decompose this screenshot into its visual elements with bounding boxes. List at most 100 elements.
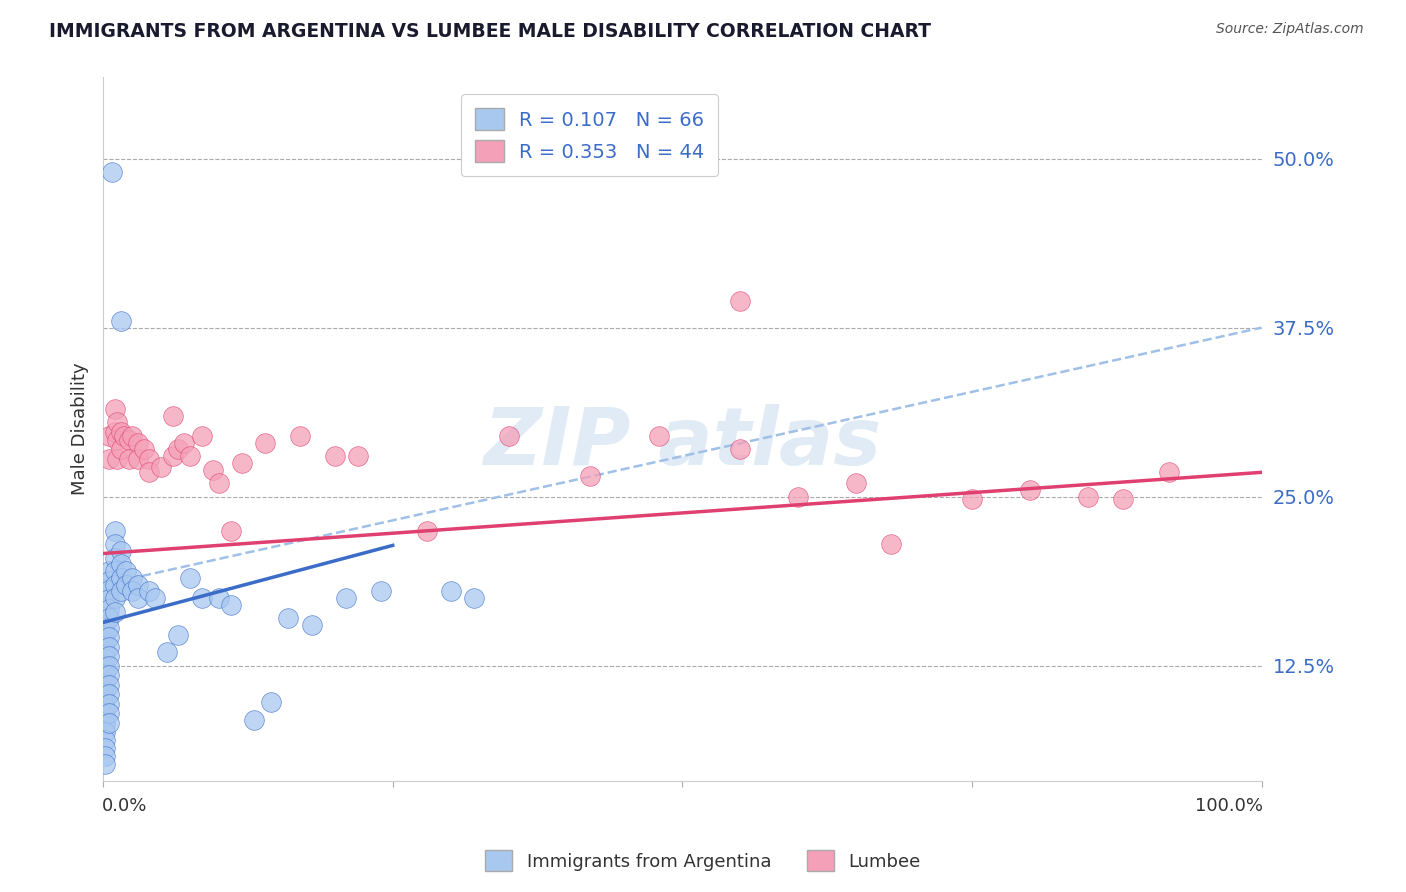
Point: [323, 449, 346, 463]
Point: [97, 715, 120, 730]
Point: [138, 466, 160, 480]
Point: [94, 644, 117, 658]
Point: [97, 429, 120, 443]
Point: [104, 524, 127, 538]
Point: [97, 582, 120, 597]
Point: [127, 577, 149, 591]
Point: [97, 592, 120, 607]
Point: [97, 621, 120, 635]
Point: [121, 429, 143, 443]
Point: [138, 451, 160, 466]
Point: [254, 435, 277, 450]
Point: [104, 577, 127, 591]
Point: [370, 584, 392, 599]
Point: [110, 442, 132, 457]
Point: [101, 165, 124, 179]
Text: Source: ZipAtlas.com: Source: ZipAtlas.com: [1216, 22, 1364, 37]
Point: [104, 605, 127, 619]
Point: [648, 429, 671, 443]
Point: [960, 492, 983, 507]
Point: [202, 463, 225, 477]
Point: [463, 591, 485, 606]
Point: [143, 591, 166, 606]
Point: [110, 558, 132, 572]
Point: [94, 749, 117, 764]
Point: [138, 584, 160, 599]
Point: [97, 631, 120, 645]
Point: [104, 401, 127, 416]
Text: 100.0%: 100.0%: [1195, 797, 1263, 815]
Point: [97, 574, 120, 588]
Point: [115, 577, 138, 591]
Point: [179, 571, 201, 585]
Point: [104, 537, 127, 551]
Point: [110, 543, 132, 558]
Point: [132, 442, 155, 457]
Point: [94, 733, 117, 747]
Point: [231, 456, 253, 470]
Point: [97, 451, 120, 466]
Point: [288, 429, 311, 443]
Point: [94, 668, 117, 682]
Point: [167, 627, 190, 641]
Legend: Immigrants from Argentina, Lumbee: Immigrants from Argentina, Lumbee: [478, 843, 928, 879]
Point: [97, 658, 120, 673]
Point: [121, 571, 143, 585]
Point: [845, 476, 868, 491]
Point: [121, 584, 143, 599]
Point: [94, 618, 117, 632]
Point: [97, 564, 120, 578]
Text: 0.0%: 0.0%: [103, 797, 148, 815]
Point: [94, 717, 117, 731]
Point: [94, 757, 117, 772]
Point: [94, 660, 117, 674]
Point: [94, 725, 117, 739]
Point: [208, 591, 231, 606]
Point: [104, 550, 127, 565]
Point: [104, 591, 127, 606]
Point: [498, 429, 520, 443]
Point: [167, 442, 190, 457]
Point: [105, 415, 128, 429]
Point: [97, 678, 120, 692]
Point: [94, 700, 117, 714]
Point: [440, 584, 463, 599]
Point: [728, 442, 751, 457]
Point: [277, 611, 299, 625]
Point: [190, 429, 212, 443]
Point: [347, 449, 370, 463]
Point: [104, 425, 127, 439]
Point: [104, 564, 127, 578]
Point: [115, 564, 138, 578]
Point: [97, 687, 120, 701]
Text: ZIP atlas: ZIP atlas: [484, 404, 882, 483]
Point: [1157, 466, 1180, 480]
Point: [94, 627, 117, 641]
Point: [110, 425, 132, 439]
Point: [94, 741, 117, 756]
Point: [105, 433, 128, 447]
Point: [787, 490, 810, 504]
Point: [97, 649, 120, 664]
Point: [94, 684, 117, 698]
Point: [162, 409, 184, 423]
Point: [190, 591, 212, 606]
Point: [416, 524, 439, 538]
Point: [173, 435, 195, 450]
Point: [110, 584, 132, 599]
Point: [94, 692, 117, 706]
Point: [728, 293, 751, 308]
Point: [110, 314, 132, 328]
Point: [301, 618, 323, 632]
Point: [150, 459, 173, 474]
Point: [112, 429, 135, 443]
Y-axis label: Male Disability: Male Disability: [72, 363, 89, 495]
Point: [94, 676, 117, 690]
Point: [94, 652, 117, 666]
Point: [117, 451, 139, 466]
Point: [127, 435, 149, 450]
Point: [219, 524, 242, 538]
Point: [1077, 490, 1099, 504]
Point: [335, 591, 357, 606]
Point: [110, 571, 132, 585]
